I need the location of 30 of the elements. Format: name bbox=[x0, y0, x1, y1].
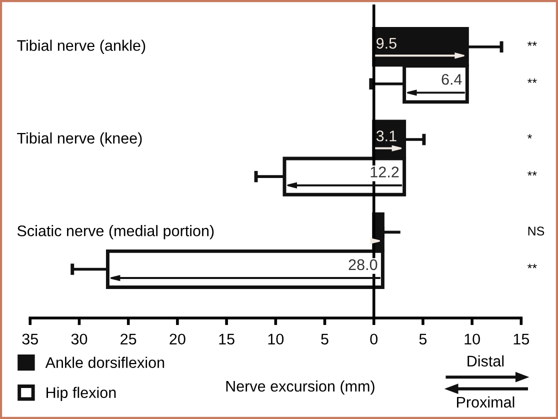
x-tick-label: 20 bbox=[170, 334, 186, 345]
text: ** bbox=[528, 41, 537, 46]
x-tick-label: 10 bbox=[268, 334, 284, 345]
data-label: 12.2 bbox=[370, 166, 399, 178]
legend-label: Ankle dorsiflexion bbox=[45, 356, 164, 368]
y-tick-label: Tibial nerve (knee) bbox=[17, 132, 142, 147]
data-label: 9.5 bbox=[376, 38, 396, 49]
x-axis-title: Nerve excursion (mm) bbox=[226, 380, 374, 395]
y-tick-label: Sciatic nerve (medial portion) bbox=[17, 225, 214, 240]
data-label: 6.4 bbox=[442, 74, 462, 85]
x-tick-label: 10 bbox=[464, 334, 480, 345]
x-tick-label: 30 bbox=[71, 334, 88, 345]
text: ** bbox=[528, 171, 537, 176]
text: ** bbox=[528, 264, 537, 268]
legend-label: Hip flexion bbox=[46, 386, 116, 402]
x-tick-label: 5 bbox=[419, 334, 427, 345]
x-tick-label: 15 bbox=[219, 334, 234, 345]
data-label: 28.0 bbox=[348, 259, 378, 270]
y-tick-label: Tibial nerve (ankle) bbox=[17, 40, 146, 54]
text: Proximal bbox=[457, 396, 514, 408]
text: NS bbox=[528, 226, 544, 236]
x-tick-label: 35 bbox=[22, 334, 38, 345]
x-tick-label: 25 bbox=[120, 334, 136, 345]
text: ** bbox=[528, 78, 537, 83]
x-tick-label: 15 bbox=[514, 334, 530, 345]
text: * bbox=[528, 134, 532, 139]
data-label: 3.1 bbox=[376, 130, 396, 142]
text: Distal bbox=[468, 355, 504, 367]
x-tick-label: 0 bbox=[370, 334, 378, 345]
x-tick-label: 5 bbox=[321, 334, 328, 345]
